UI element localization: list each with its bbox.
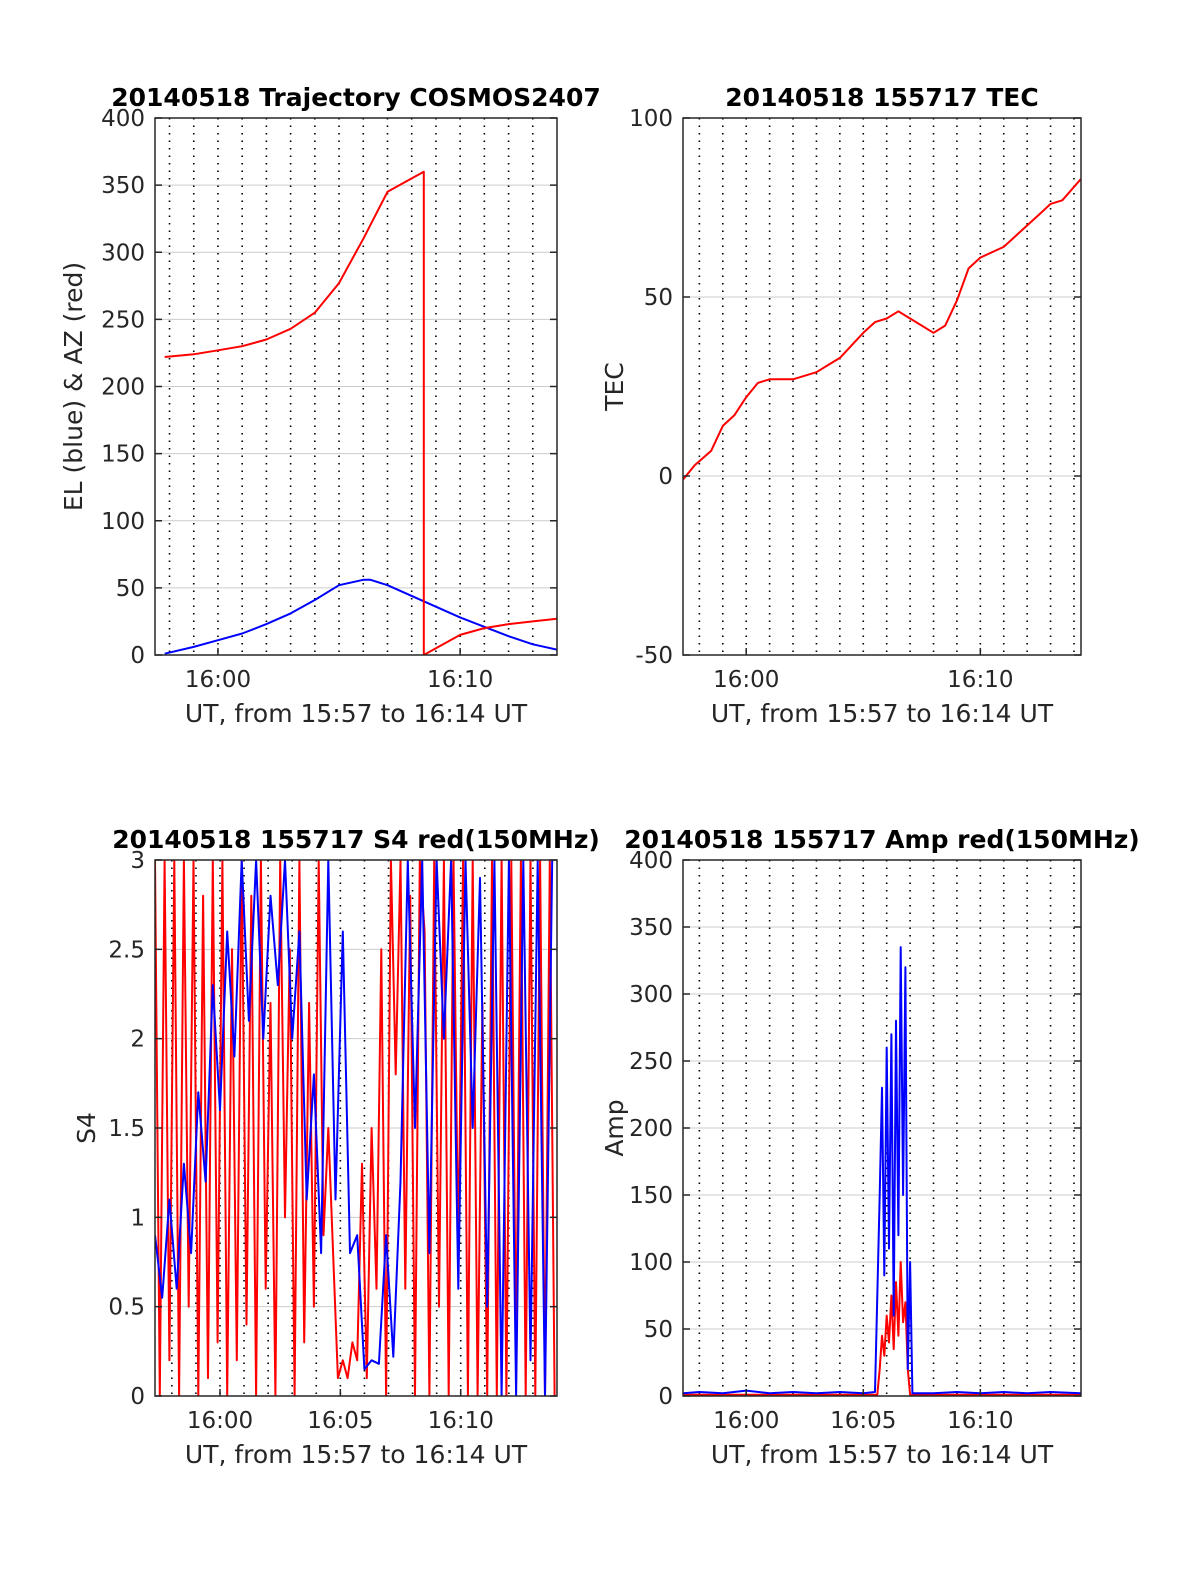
s4-ytick-label: 2 <box>130 1027 145 1053</box>
tec-xlabel: UT, from 15:57 to 16:14 UT <box>711 699 1054 728</box>
amp-xlabel: UT, from 15:57 to 16:14 UT <box>711 1440 1054 1469</box>
amp-ytick-label: 250 <box>629 1049 673 1075</box>
amp-ytick-label: 0 <box>658 1384 673 1410</box>
amp-ytick-label: 200 <box>629 1116 673 1142</box>
tec-ylabel: TEC <box>600 362 629 412</box>
amp-ytick-label: 50 <box>644 1317 673 1343</box>
tec-series-0 <box>683 178 1081 481</box>
amp-ytick-label: 350 <box>629 915 673 941</box>
tec-panel: -50 0 50 100 16:00 16:10 UT, from 15:57 to 16:… <box>600 83 1082 728</box>
s4-ytick-label: 1.5 <box>108 1116 145 1142</box>
tec-ytick-label: 0 <box>658 464 673 490</box>
traj-ytick-label: 100 <box>101 509 145 535</box>
traj-ytick-label: 150 <box>101 442 145 468</box>
s4-title: 20140518 155717 S4 red(150MHz) <box>112 825 600 854</box>
amp-ytick-label: 300 <box>629 982 673 1008</box>
amp-series-0 <box>683 1261 1081 1396</box>
amp-ytick-label: 150 <box>629 1183 673 1209</box>
amp-ytick-label: 100 <box>629 1250 673 1276</box>
traj-ytick-label: 300 <box>101 240 145 266</box>
traj-ytick-label: 50 <box>116 576 145 602</box>
traj-series-0 <box>164 578 557 655</box>
s4-xtick-label: 16:05 <box>307 1408 373 1434</box>
amp-xtick-label: 16:10 <box>947 1408 1013 1434</box>
amp-xtick-label: 16:00 <box>713 1408 779 1434</box>
s4-ytick-label: 0 <box>130 1384 145 1410</box>
tec-ytick-label: 100 <box>629 106 673 132</box>
traj-ytick-label: 400 <box>101 106 145 132</box>
traj-series-1 <box>164 170 557 655</box>
traj-ytick-label: 350 <box>101 173 145 199</box>
s4-ytick-label: 1 <box>130 1205 145 1231</box>
amp-series-1 <box>683 946 1081 1395</box>
traj-xlabel: UT, from 15:57 to 16:14 UT <box>185 699 528 728</box>
tec-title: 20140518 155717 TEC <box>725 83 1038 112</box>
s4-ylabel: S4 <box>72 1112 101 1144</box>
amp-ytick-label: 400 <box>629 848 673 874</box>
tec-xtick-label: 16:10 <box>947 667 1013 693</box>
traj-panel: 0 50 100 150 200 250 300 350 400 16:00 16:10 UT, fr… <box>59 83 601 728</box>
s4-series-1 <box>155 860 554 1396</box>
amp-xtick-label: 16:05 <box>830 1408 896 1434</box>
s4-ytick-label: 3 <box>130 848 145 874</box>
traj-xtick-label: 16:10 <box>427 667 493 693</box>
traj-ytick-label: 200 <box>101 375 145 401</box>
s4-ytick-label: 2.5 <box>108 937 145 963</box>
s4-panel: 0 0.5 1 1.5 2 2.5 3 16:00 16:05 16:10 UT, from 15:… <box>72 825 600 1469</box>
traj-ylabel: EL (blue) & AZ (red) <box>59 262 88 511</box>
s4-xtick-label: 16:00 <box>187 1408 253 1434</box>
tec-xtick-label: 16:00 <box>713 667 779 693</box>
amp-ylabel: Amp <box>600 1099 629 1156</box>
amp-panel: 0 50 100 150 200 250 300 350 400 16:00 16:05 16:10 U… <box>600 825 1140 1469</box>
s4-xtick-label: 16:10 <box>428 1408 494 1434</box>
tec-axes-box <box>682 117 1082 656</box>
amp-title: 20140518 155717 Amp red(150MHz) <box>624 825 1140 854</box>
traj-xtick-label: 16:00 <box>185 667 251 693</box>
traj-ytick-label: 250 <box>101 307 145 333</box>
s4-ytick-label: 0.5 <box>108 1295 145 1321</box>
tec-ytick-label: 50 <box>644 285 673 311</box>
s4-xlabel: UT, from 15:57 to 16:14 UT <box>185 1440 528 1469</box>
tec-ytick-label: -50 <box>635 643 673 669</box>
traj-ytick-label: 0 <box>130 643 145 669</box>
traj-title: 20140518 Trajectory COSMOS2407 <box>111 83 601 112</box>
